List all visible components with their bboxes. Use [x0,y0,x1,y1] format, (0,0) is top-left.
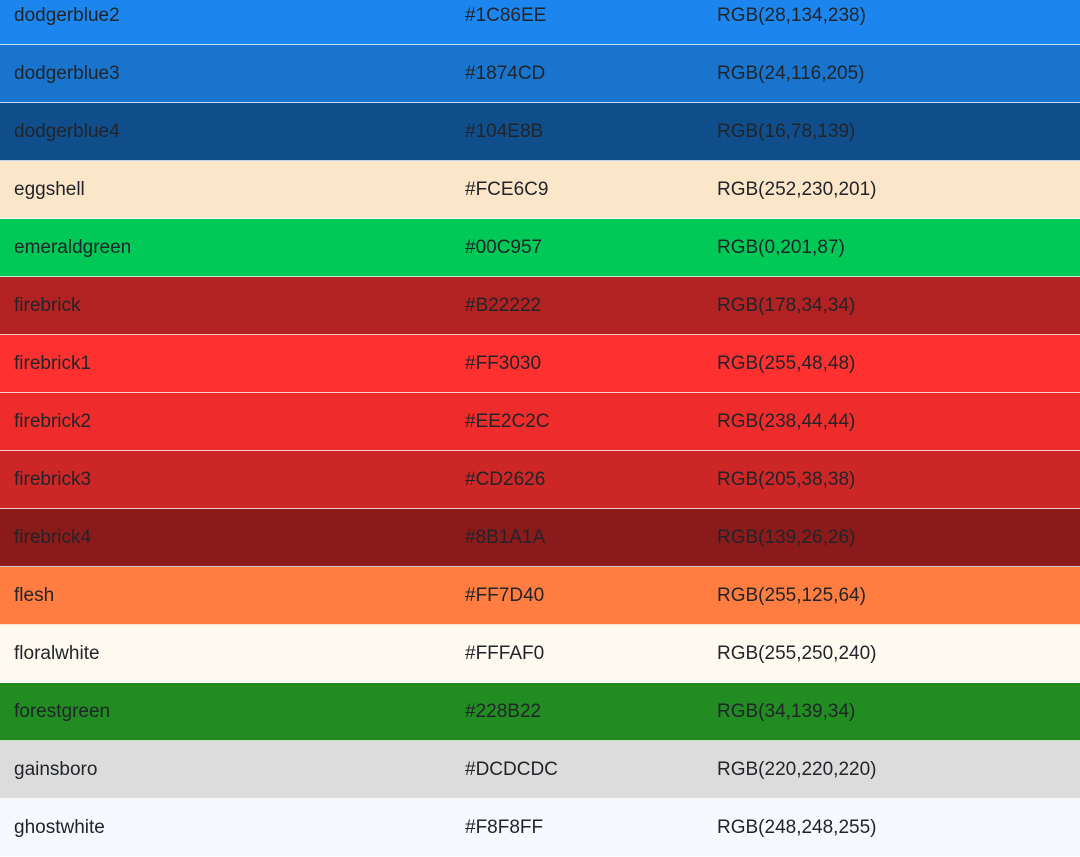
rgb-code: RGB(255,250,240) [717,643,877,664]
color-name: dodgerblue3 [14,63,120,84]
rgb-code: RGB(248,248,255) [717,817,877,838]
rgb-code: RGB(255,48,48) [717,353,856,374]
rgb-code: RGB(139,26,26) [717,527,856,548]
color-row: forestgreen #228B22 RGB(34,139,34) [0,683,1080,741]
hex-code: #FF3030 [465,353,542,374]
rgb-code: RGB(28,134,238) [717,5,866,26]
color-row: firebrick4 #8B1A1A RGB(139,26,26) [0,509,1080,567]
color-row: dodgerblue3 #1874CD RGB(24,116,205) [0,45,1080,103]
color-row: gainsboro #DCDCDC RGB(220,220,220) [0,741,1080,799]
color-name: firebrick [14,295,81,316]
rgb-code: RGB(178,34,34) [717,295,856,316]
color-name: firebrick3 [14,469,92,490]
hex-code: #B22222 [465,295,542,316]
color-row: firebrick3 #CD2626 RGB(205,38,38) [0,451,1080,509]
color-row: eggshell #FCE6C9 RGB(252,230,201) [0,161,1080,219]
color-name: forestgreen [14,701,111,722]
color-row: emeraldgreen #00C957 RGB(0,201,87) [0,219,1080,277]
color-row: dodgerblue4 #104E8B RGB(16,78,139) [0,103,1080,161]
hex-code: #228B22 [465,701,542,722]
rgb-code: RGB(205,38,38) [717,469,856,490]
hex-code: #EE2C2C [465,411,550,432]
rgb-code: RGB(220,220,220) [717,759,877,780]
color-name: ghostwhite [14,817,105,838]
color-name: eggshell [14,179,85,200]
color-row: flesh #FF7D40 RGB(255,125,64) [0,567,1080,625]
color-row: ghostwhite #F8F8FF RGB(248,248,255) [0,799,1080,857]
color-name: firebrick1 [14,353,92,374]
rgb-code: RGB(24,116,205) [717,63,865,84]
rgb-code: RGB(238,44,44) [717,411,856,432]
color-name: emeraldgreen [14,237,132,258]
hex-code: #FFFAF0 [465,643,545,664]
color-name: firebrick2 [14,411,92,432]
hex-code: #104E8B [465,121,544,142]
rgb-code: RGB(252,230,201) [717,179,877,200]
hex-code: #DCDCDC [465,759,558,780]
rgb-code: RGB(34,139,34) [717,701,856,722]
hex-code: #FF7D40 [465,585,545,606]
rgb-code: RGB(255,125,64) [717,585,866,606]
color-row: firebrick2 #EE2C2C RGB(238,44,44) [0,393,1080,451]
hex-code: #00C957 [465,237,543,258]
color-row: firebrick1 #FF3030 RGB(255,48,48) [0,335,1080,393]
hex-code: #F8F8FF [465,817,544,838]
color-name: dodgerblue2 [14,5,120,26]
color-row: firebrick #B22222 RGB(178,34,34) [0,277,1080,335]
hex-code: #1C86EE [465,5,547,26]
hex-code: #FCE6C9 [465,179,549,200]
hex-code: #1874CD [465,63,546,84]
color-row: floralwhite #FFFAF0 RGB(255,250,240) [0,625,1080,683]
color-name: gainsboro [14,759,98,780]
color-row: dodgerblue2 #1C86EE RGB(28,134,238) [0,0,1080,45]
hex-code: #8B1A1A [465,527,546,548]
color-name: dodgerblue4 [14,121,120,142]
rgb-code: RGB(16,78,139) [717,121,856,142]
color-name: flesh [14,585,55,606]
color-name: floralwhite [14,643,100,664]
color-name: firebrick4 [14,527,92,548]
hex-code: #CD2626 [465,469,546,490]
rgb-code: RGB(0,201,87) [717,237,845,258]
